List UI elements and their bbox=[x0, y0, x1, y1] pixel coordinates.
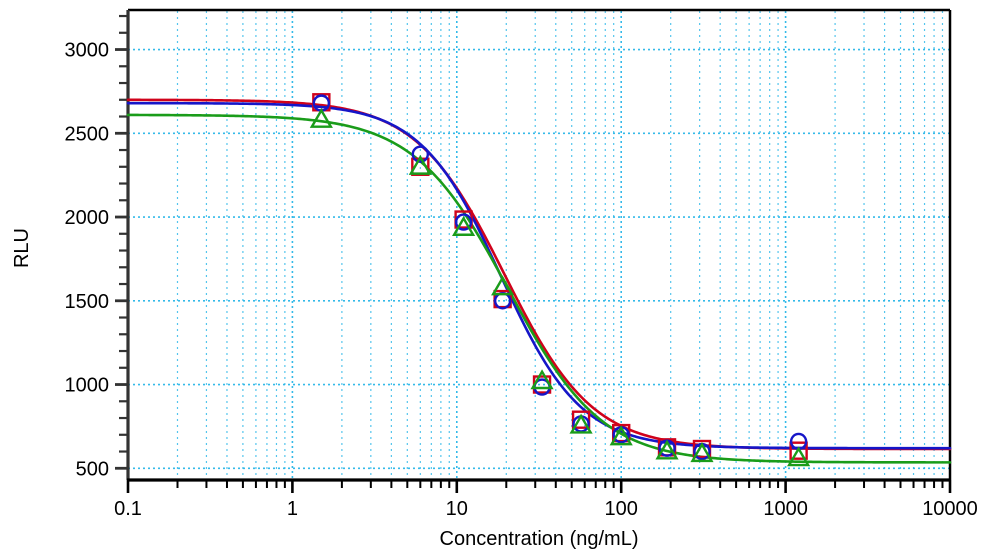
data-point-marker bbox=[452, 216, 476, 236]
data-point-marker bbox=[789, 441, 808, 460]
y-axis-tick-label: 3000 bbox=[65, 40, 110, 62]
y-axis-title: RLU bbox=[11, 228, 33, 268]
fit-curve bbox=[126, 101, 952, 450]
data-point-marker bbox=[787, 446, 811, 467]
data-point-marker bbox=[411, 145, 430, 163]
x-axis-tick-label: 1 bbox=[287, 498, 298, 520]
data-point-marker bbox=[309, 107, 333, 128]
data-point-marker bbox=[454, 213, 473, 231]
x-axis-tick-label: 1000 bbox=[763, 498, 808, 520]
x-axis-tick-label: 10000 bbox=[922, 498, 978, 520]
x-axis-title: Concentration (ng/mL) bbox=[440, 528, 639, 550]
axis-tick-marks bbox=[115, 14, 952, 493]
x-axis-tick-label: 10 bbox=[446, 498, 468, 520]
data-point-marker bbox=[569, 413, 593, 434]
axis-labels-layer: 0.1 1 10 100 1000 10000 500 1000 1500 2000 2500 300… bbox=[65, 40, 978, 520]
y-axis-tick-label: 1500 bbox=[65, 291, 110, 313]
data-point-marker bbox=[530, 369, 554, 390]
y-axis-tick-label: 2000 bbox=[65, 207, 110, 229]
x-axis-tick-label: 0.1 bbox=[114, 498, 142, 520]
data-point-marker bbox=[491, 275, 515, 296]
y-axis-tick-label: 500 bbox=[76, 458, 109, 480]
data-point-marker bbox=[609, 425, 633, 446]
data-point-marker bbox=[571, 410, 591, 429]
data-point-marker bbox=[408, 154, 432, 175]
data-point-marker bbox=[690, 442, 714, 463]
fit-curve bbox=[126, 113, 952, 464]
fit-curves-layer bbox=[126, 98, 952, 464]
grid-layer bbox=[127, 11, 951, 480]
y-axis-tick-label: 1000 bbox=[65, 375, 110, 397]
y-axis-tick-label: 2500 bbox=[65, 123, 110, 145]
x-axis-tick-label: 100 bbox=[605, 498, 638, 520]
data-markers-layer bbox=[309, 93, 811, 467]
data-point-marker bbox=[655, 439, 679, 460]
